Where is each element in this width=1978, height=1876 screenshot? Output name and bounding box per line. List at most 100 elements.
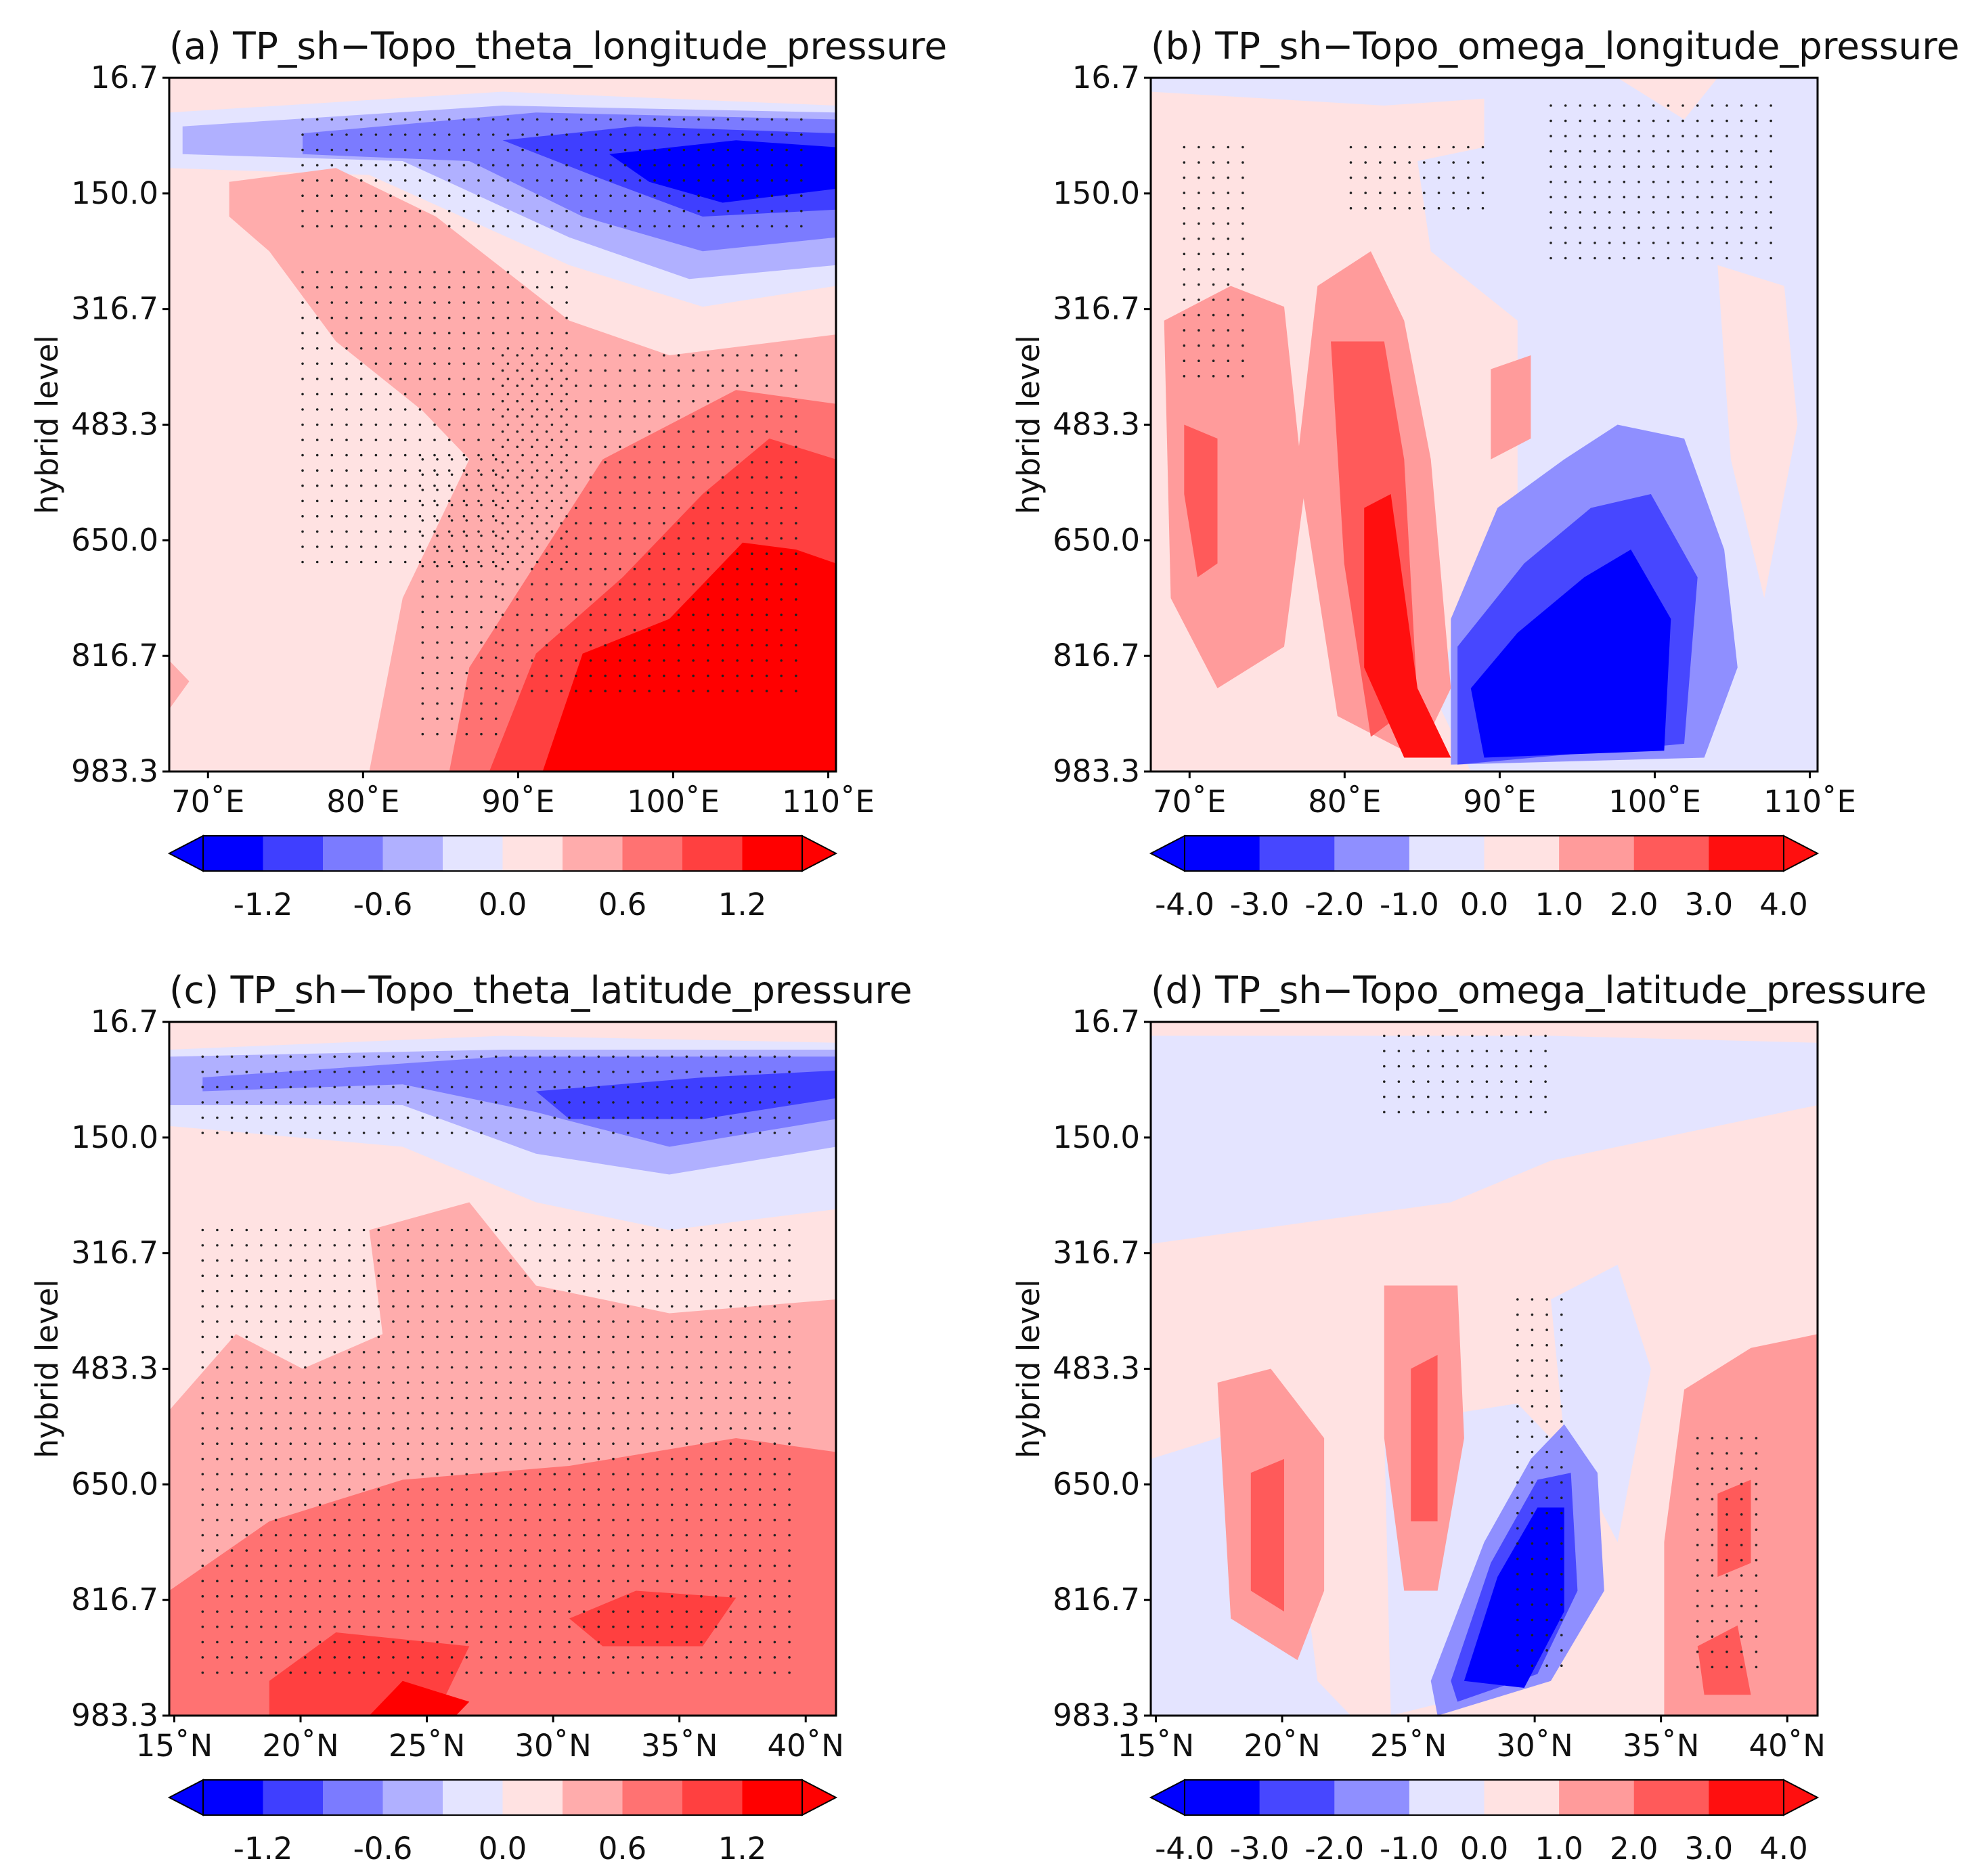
stipple-dot xyxy=(501,629,504,631)
stipple-dot xyxy=(230,1116,234,1119)
stipple-dot xyxy=(1227,176,1230,179)
stipple-dot xyxy=(633,537,636,540)
stipple-dot xyxy=(729,1335,732,1339)
stipple-dot xyxy=(1471,1034,1474,1037)
stipple-dot xyxy=(726,133,730,136)
contour-region xyxy=(1151,1035,1818,1244)
stipple-dot xyxy=(274,1244,278,1247)
stipple-dot xyxy=(758,1244,762,1247)
colorbar: -4.0 -3.0 -2.0 -1.0 0.0 1.0 2.0 3.0 4.0 xyxy=(1149,1779,1820,1867)
stipple-dot xyxy=(274,1473,278,1476)
stipple-dot xyxy=(788,1305,791,1308)
stipple-dot xyxy=(274,1640,278,1644)
stipple-dot xyxy=(741,164,744,166)
stipple-dot xyxy=(421,1549,424,1552)
stipple-dot xyxy=(744,1488,747,1491)
stipple-dot xyxy=(531,583,533,586)
stipple-dot xyxy=(1456,1065,1459,1068)
stipple-dot xyxy=(509,1640,512,1644)
stipple-dot xyxy=(785,164,788,166)
stipple-dot xyxy=(721,598,724,601)
stipple-dot xyxy=(641,1458,644,1460)
stipple-dot xyxy=(1545,1573,1548,1576)
y-tick-label: 650.0 xyxy=(71,1466,158,1502)
stipple-dot xyxy=(1623,104,1626,107)
stipple-dot xyxy=(494,1519,498,1521)
stipple-dot xyxy=(1696,150,1699,153)
stipple-dot xyxy=(788,1580,791,1582)
stipple-dot xyxy=(582,1503,586,1506)
stipple-dot xyxy=(230,1351,234,1354)
stipple-dot xyxy=(751,537,753,540)
stipple-dot xyxy=(501,476,504,479)
stipple-dot xyxy=(648,629,651,631)
stipple-dot xyxy=(531,491,533,494)
stipple-dot xyxy=(612,1335,615,1339)
stipple-dot xyxy=(677,522,680,524)
y-tick-label: 150.0 xyxy=(1053,1119,1140,1155)
stipple-dot xyxy=(729,1412,732,1414)
stipple-dot xyxy=(521,423,524,426)
stipple-dot xyxy=(626,1366,630,1369)
stipple-dot xyxy=(560,567,563,571)
stipple-dot xyxy=(477,469,480,472)
stipple-dot xyxy=(1516,1298,1519,1301)
stipple-dot xyxy=(597,1366,600,1369)
stipple-dot xyxy=(736,613,739,617)
stipple-dot xyxy=(362,1351,366,1354)
stipple-dot xyxy=(1393,176,1397,179)
stipple-dot xyxy=(359,118,363,121)
stipple-dot xyxy=(538,1519,542,1521)
stipple-dot xyxy=(480,1259,483,1262)
stipple-dot xyxy=(245,1335,248,1339)
stipple-dot xyxy=(729,1116,732,1119)
colorbar-swatch xyxy=(443,836,503,871)
stipple-dot xyxy=(1550,242,1552,244)
stipple-dot xyxy=(406,1071,410,1073)
stipple-dot xyxy=(447,560,451,564)
colorbar-tick-label: -2.0 xyxy=(1304,1831,1364,1867)
stipple-dot xyxy=(201,1351,204,1354)
stipple-dot xyxy=(612,1640,615,1644)
stipple-dot xyxy=(330,499,334,503)
stipple-dot xyxy=(1456,1034,1459,1037)
stipple-dot xyxy=(575,445,577,449)
stipple-dot xyxy=(773,1564,776,1567)
stipple-dot xyxy=(531,644,533,647)
stipple-dot xyxy=(433,545,436,548)
stipple-dot xyxy=(330,210,334,213)
stipple-dot xyxy=(362,1594,366,1598)
stipple-dot xyxy=(619,629,621,631)
stipple-dot xyxy=(692,506,695,510)
stipple-dot xyxy=(553,1305,556,1308)
stipple-dot xyxy=(531,461,533,464)
stipple-dot xyxy=(707,522,709,524)
stipple-dot xyxy=(553,1071,556,1073)
stipple-dot xyxy=(1423,192,1426,194)
stipple-dot xyxy=(450,1071,454,1073)
stipple-dot xyxy=(433,225,436,228)
stipple-dot xyxy=(788,1274,791,1277)
stipple-dot xyxy=(494,1274,498,1277)
stipple-dot xyxy=(477,133,480,136)
stipple-dot xyxy=(1197,313,1200,317)
stipple-dot xyxy=(663,522,665,524)
stipple-dot xyxy=(436,1594,439,1598)
stipple-dot xyxy=(1652,196,1655,199)
stipple-dot xyxy=(1467,176,1470,179)
stipple-dot xyxy=(509,1289,512,1293)
stipple-dot xyxy=(509,1305,512,1308)
stipple-dot xyxy=(545,690,548,692)
stipple-dot xyxy=(465,458,468,461)
stipple-dot xyxy=(531,659,533,662)
stipple-dot xyxy=(1197,222,1200,225)
stipple-dot xyxy=(301,286,304,289)
stipple-dot xyxy=(612,1549,615,1552)
stipple-dot xyxy=(545,461,548,464)
stipple-dot xyxy=(685,1594,688,1598)
stipple-dot xyxy=(1545,1298,1548,1301)
stipple-dot xyxy=(656,1473,659,1476)
stipple-dot xyxy=(670,1305,674,1308)
stipple-dot xyxy=(568,1101,571,1104)
stipple-dot xyxy=(1667,242,1670,244)
